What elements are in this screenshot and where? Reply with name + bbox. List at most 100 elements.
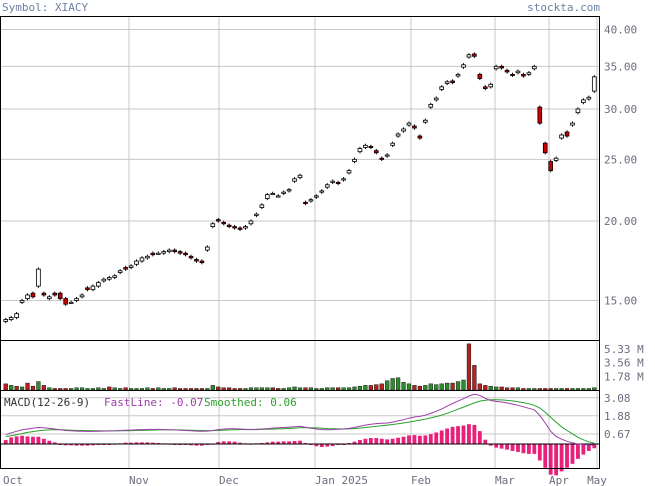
macd-histogram-bar <box>368 438 373 444</box>
volume-bar <box>178 388 183 391</box>
price-candle <box>123 265 128 271</box>
price-candle <box>412 124 417 130</box>
macd-histogram-bar <box>85 444 90 446</box>
price-candle <box>537 105 543 125</box>
month-tick-label: Feb <box>411 474 431 486</box>
candle-body <box>36 268 41 287</box>
price-candle <box>542 141 548 155</box>
candle-body <box>379 157 385 160</box>
price-candle <box>134 259 139 266</box>
axis-labels: 40.00 35.00 30.00 25.00 20.00 15.00 5.33 M3.56… <box>3 23 644 486</box>
volume-bar <box>69 388 74 391</box>
volume-bar <box>232 388 237 391</box>
price-candle <box>586 95 592 101</box>
price-candle <box>488 82 494 89</box>
candle-body <box>74 298 79 301</box>
volume-bar <box>494 386 499 391</box>
volume-bar <box>248 387 254 391</box>
volume-bar <box>368 385 373 391</box>
price-candle <box>205 245 210 252</box>
macd-histogram-bar <box>461 425 466 444</box>
price-candle <box>352 157 357 164</box>
macd-histogram-bar <box>276 441 281 444</box>
candle-body <box>455 73 461 77</box>
volume-bar <box>412 385 417 391</box>
volume-bar <box>25 382 30 391</box>
macd-histogram-bar <box>3 440 8 444</box>
price-candle <box>504 68 510 74</box>
candle-body <box>559 134 564 139</box>
price-candle <box>232 224 237 230</box>
volume-bar <box>227 387 232 391</box>
macd-smoothed-line <box>5 399 595 444</box>
price-candle <box>226 223 232 229</box>
month-tick-label: May <box>587 474 607 486</box>
candle-body <box>57 292 63 300</box>
candle-body <box>384 154 390 157</box>
candle-body <box>79 294 85 298</box>
price-candle <box>194 257 199 263</box>
volume-bar <box>564 388 570 391</box>
macd-histogram-bar <box>407 435 411 444</box>
price-candle <box>177 249 183 255</box>
macd-histogram-bar <box>396 437 400 444</box>
price-candle <box>117 269 123 275</box>
volume-bar <box>150 388 155 391</box>
candle-body <box>30 292 36 298</box>
price-candle <box>30 291 36 299</box>
price-candle <box>106 275 112 281</box>
volume-bar <box>221 387 226 391</box>
volume-bar <box>134 388 139 391</box>
volume-bar <box>314 388 319 391</box>
price-candle <box>237 226 243 232</box>
price-candle <box>3 317 9 324</box>
macd-histogram-bar <box>25 436 30 444</box>
month-tick-label: Oct <box>3 474 23 486</box>
macd-histogram-bar <box>532 444 537 454</box>
candle-body <box>3 319 9 322</box>
volume-bar <box>548 388 553 391</box>
volume-bar <box>466 343 472 391</box>
macd-histogram-bar <box>129 442 133 444</box>
price-candle <box>243 224 248 230</box>
price-candle <box>417 134 423 140</box>
price-candle <box>319 189 325 194</box>
macd-histogram-bar <box>325 444 330 447</box>
month-tick-label: Dec <box>219 474 239 486</box>
macd-histogram-bar <box>189 444 193 446</box>
volume-bar <box>325 387 330 391</box>
price-candle <box>406 121 412 127</box>
macd-histogram-bar <box>483 439 488 444</box>
candle-body <box>542 142 548 154</box>
candle-body <box>423 119 428 123</box>
macd-histogram-bar <box>31 436 35 444</box>
candle-body <box>444 81 450 84</box>
price-candle <box>248 219 254 226</box>
price-candle <box>581 98 586 105</box>
macd-histogram-bar <box>69 444 74 446</box>
macd-histogram-bar <box>314 444 319 447</box>
candle-body <box>324 184 330 188</box>
macd-histogram-bar <box>428 434 433 444</box>
price-candle <box>499 64 504 70</box>
macd-histogram-bar <box>352 441 357 444</box>
volume-bar <box>210 385 215 391</box>
candle-body <box>47 296 52 300</box>
price-candle <box>275 194 281 198</box>
volume-bar <box>270 387 275 391</box>
price-candle <box>346 168 352 175</box>
price-candle <box>493 64 499 71</box>
volume-bar <box>90 388 96 391</box>
volume-bar <box>47 387 52 391</box>
volume-bar <box>504 387 510 391</box>
price-candle <box>90 284 96 292</box>
volume-panel <box>3 343 597 391</box>
volume-bar <box>41 385 46 391</box>
candle-body <box>303 201 308 204</box>
price-candle <box>215 217 221 223</box>
volume-bar <box>488 385 493 391</box>
candle-body <box>341 178 346 181</box>
macd-histogram-bar <box>123 442 128 444</box>
candle-body <box>482 86 488 89</box>
